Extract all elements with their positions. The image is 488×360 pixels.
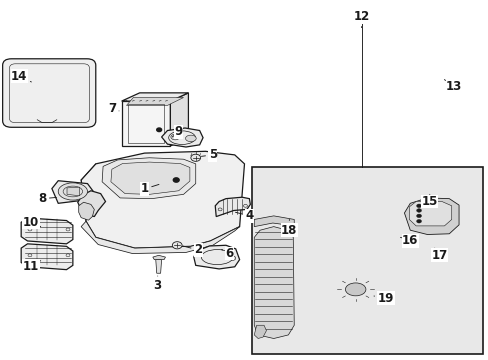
Polygon shape — [111, 162, 189, 194]
Polygon shape — [67, 187, 80, 196]
Text: 14: 14 — [11, 69, 31, 82]
Text: 13: 13 — [444, 80, 461, 93]
Text: 2: 2 — [183, 243, 202, 256]
Polygon shape — [328, 274, 386, 304]
Polygon shape — [193, 245, 239, 269]
Polygon shape — [81, 151, 244, 248]
Polygon shape — [21, 244, 73, 270]
Text: 6: 6 — [221, 247, 234, 260]
Polygon shape — [404, 198, 458, 234]
Text: 12: 12 — [353, 10, 369, 28]
Polygon shape — [78, 191, 105, 217]
Polygon shape — [122, 101, 170, 146]
Polygon shape — [156, 260, 161, 273]
Polygon shape — [21, 218, 73, 244]
Circle shape — [173, 178, 179, 182]
Polygon shape — [122, 93, 188, 101]
Text: 11: 11 — [23, 260, 41, 273]
Text: 10: 10 — [23, 216, 41, 229]
Polygon shape — [52, 181, 93, 203]
Circle shape — [157, 128, 161, 132]
Polygon shape — [161, 128, 203, 147]
Text: 5: 5 — [201, 148, 217, 161]
Text: 19: 19 — [373, 292, 393, 305]
Polygon shape — [272, 198, 315, 221]
Polygon shape — [374, 227, 419, 248]
Polygon shape — [254, 325, 266, 338]
Circle shape — [416, 204, 421, 208]
Text: 9: 9 — [172, 125, 183, 138]
Ellipse shape — [185, 135, 196, 141]
Ellipse shape — [58, 183, 87, 200]
Circle shape — [229, 256, 235, 260]
Polygon shape — [320, 271, 390, 310]
Ellipse shape — [345, 283, 365, 296]
Text: 15: 15 — [421, 194, 437, 208]
Ellipse shape — [419, 178, 446, 192]
Polygon shape — [79, 202, 94, 220]
Text: 1: 1 — [140, 183, 159, 195]
Text: 8: 8 — [38, 192, 56, 205]
Polygon shape — [81, 221, 239, 253]
Text: 7: 7 — [107, 102, 119, 115]
Text: 17: 17 — [430, 248, 447, 262]
Text: 18: 18 — [281, 220, 297, 237]
Circle shape — [416, 220, 421, 223]
Ellipse shape — [338, 279, 371, 300]
Bar — [251, 167, 483, 354]
Polygon shape — [254, 226, 294, 338]
Ellipse shape — [420, 243, 447, 257]
Text: 4: 4 — [235, 210, 253, 222]
Text: 12: 12 — [353, 10, 369, 23]
Polygon shape — [408, 202, 451, 226]
Polygon shape — [408, 238, 458, 262]
Circle shape — [416, 209, 421, 212]
Text: 3: 3 — [153, 276, 162, 292]
Circle shape — [190, 154, 200, 161]
Polygon shape — [407, 175, 456, 196]
Polygon shape — [254, 216, 294, 226]
Circle shape — [416, 214, 421, 218]
Polygon shape — [170, 93, 188, 146]
Circle shape — [172, 242, 182, 249]
Polygon shape — [215, 197, 250, 217]
Ellipse shape — [170, 134, 179, 140]
Text: 16: 16 — [400, 234, 418, 247]
FancyBboxPatch shape — [2, 59, 96, 127]
Polygon shape — [102, 158, 195, 199]
Polygon shape — [153, 255, 165, 260]
Polygon shape — [126, 98, 183, 105]
